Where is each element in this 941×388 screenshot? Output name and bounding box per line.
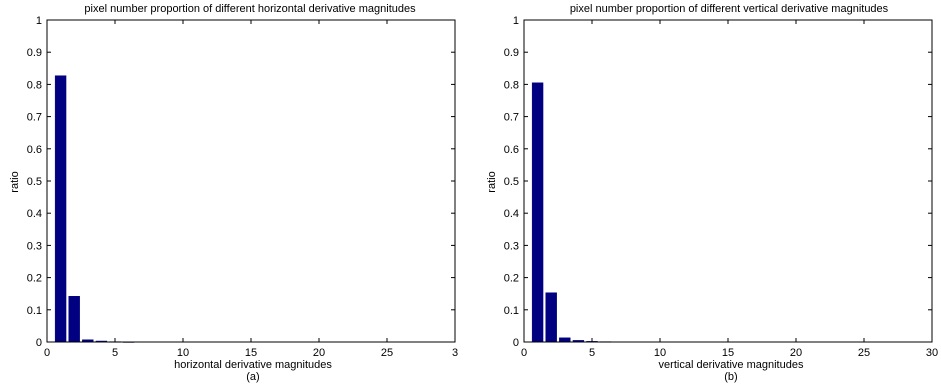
y-tick-label: 0.4 xyxy=(504,208,519,220)
panel-caption: (a) xyxy=(246,371,259,383)
chart-title: pixel number proportion of different ver… xyxy=(570,3,889,15)
x-axis-label: vertical derivative magnitudes xyxy=(659,359,804,371)
y-tick-label: 0.8 xyxy=(27,79,42,91)
x-tick-label: 15 xyxy=(722,347,734,359)
chart-panel-b: pixel number proportion of different ver… xyxy=(486,3,938,383)
y-tick-label: 0.2 xyxy=(504,273,519,285)
bar xyxy=(559,338,570,342)
y-tick-label: 0.9 xyxy=(27,47,42,59)
bar xyxy=(532,83,543,342)
y-tick-label: 0.4 xyxy=(27,208,42,220)
y-tick-label: 0.5 xyxy=(27,176,42,188)
y-tick-label: 0.6 xyxy=(27,144,42,156)
x-tick-label: 10 xyxy=(177,347,189,359)
y-tick-label: 0.3 xyxy=(27,240,42,252)
y-tick-label: 0.1 xyxy=(504,305,519,317)
y-tick-label: 1 xyxy=(36,15,42,27)
bar xyxy=(546,293,557,342)
x-tick-label: 0 xyxy=(521,347,527,359)
x-tick-label: 20 xyxy=(790,347,802,359)
bar xyxy=(55,76,66,342)
y-tick-label: 0.7 xyxy=(504,112,519,124)
x-tick-label: 3 xyxy=(452,347,458,359)
y-axis-label: ratio xyxy=(9,171,21,192)
y-axis-label: ratio xyxy=(486,171,498,192)
x-tick-label: 5 xyxy=(589,347,595,359)
x-axis-label: horizontal derivative magnitudes xyxy=(174,359,332,371)
y-tick-label: 1 xyxy=(513,15,519,27)
axes-frame xyxy=(47,20,455,342)
y-tick-label: 0.6 xyxy=(504,144,519,156)
y-tick-label: 0.9 xyxy=(504,47,519,59)
x-tick-label: 20 xyxy=(313,347,325,359)
y-tick-label: 0.5 xyxy=(504,176,519,188)
y-tick-label: 0 xyxy=(36,337,42,349)
y-tick-label: 0.3 xyxy=(504,240,519,252)
x-tick-label: 25 xyxy=(858,347,870,359)
y-tick-label: 0.8 xyxy=(504,79,519,91)
y-tick-label: 0.7 xyxy=(27,112,42,124)
x-tick-label: 30 xyxy=(926,347,938,359)
axes-frame xyxy=(524,20,932,342)
chart-panel-a: pixel number proportion of different hor… xyxy=(9,3,458,383)
y-tick-label: 0.1 xyxy=(27,305,42,317)
x-tick-label: 15 xyxy=(245,347,257,359)
x-tick-label: 0 xyxy=(44,347,50,359)
x-tick-label: 5 xyxy=(112,347,118,359)
panel-caption: (b) xyxy=(724,371,737,383)
x-tick-label: 10 xyxy=(654,347,666,359)
x-tick-label: 25 xyxy=(381,347,393,359)
bar xyxy=(69,296,80,342)
chart-title: pixel number proportion of different hor… xyxy=(84,3,416,15)
y-tick-label: 0.2 xyxy=(27,273,42,285)
y-tick-label: 0 xyxy=(513,337,519,349)
